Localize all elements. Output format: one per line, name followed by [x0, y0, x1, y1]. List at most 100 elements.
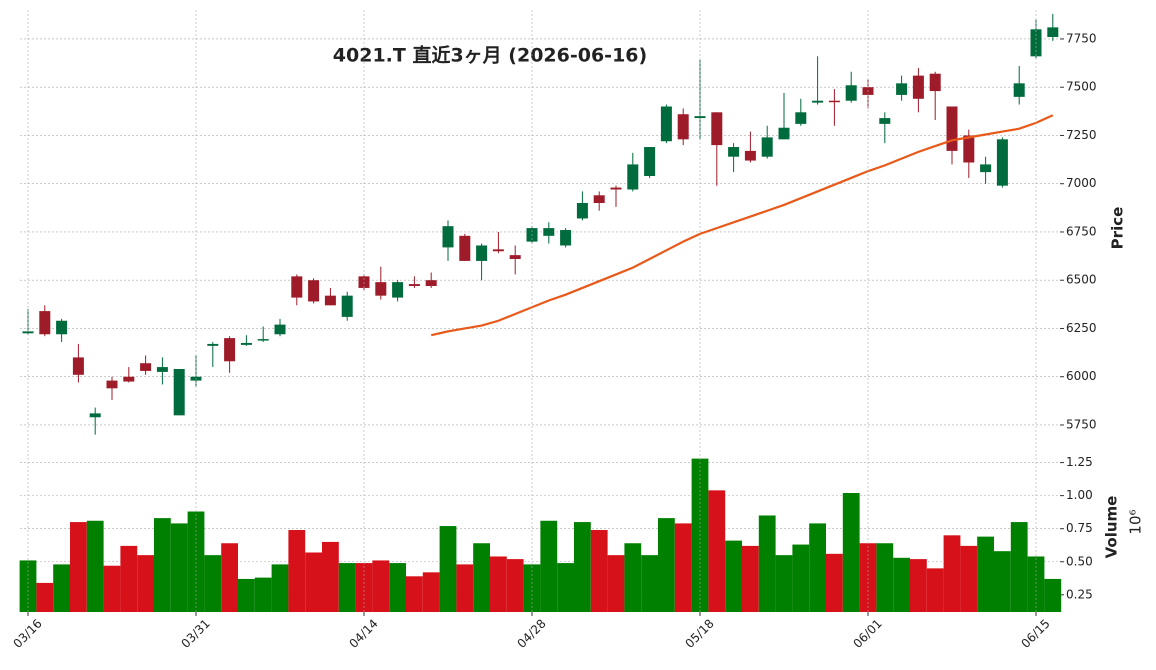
candle-body	[56, 320, 68, 335]
x-tick-label: 03/16	[10, 616, 44, 650]
candle-body	[610, 187, 622, 190]
volume-bar	[540, 520, 558, 612]
y-tick-label: 7000	[1066, 176, 1097, 190]
volume-bar	[792, 544, 810, 612]
volume-bar	[859, 543, 877, 612]
volume-bar	[36, 582, 54, 612]
y-tick-label: 6000	[1066, 369, 1097, 383]
volume-bar	[204, 555, 222, 612]
candle-body	[845, 85, 857, 101]
candle-body	[728, 147, 740, 157]
axis-multiplier: 10⁶	[1127, 509, 1145, 534]
volume-bar	[725, 540, 742, 612]
volume-bar	[574, 522, 591, 612]
candle-body	[946, 106, 958, 151]
volume-bar	[53, 564, 70, 612]
candle-body	[442, 226, 454, 248]
candle-body	[627, 164, 639, 190]
volume-bar	[154, 518, 171, 612]
volume-bar	[338, 563, 356, 612]
candle-body	[761, 137, 773, 157]
candle-body	[291, 276, 303, 298]
candle-body	[22, 331, 34, 334]
chart-title: 4021.T 直近3ヶ月 (2026-06-16)	[333, 44, 647, 67]
volume-bar	[708, 490, 726, 612]
volume-bar	[372, 560, 390, 612]
volume-bar	[422, 572, 440, 612]
candle-body	[912, 75, 924, 99]
candle-body	[560, 230, 572, 246]
volume-bar	[842, 492, 860, 612]
candle-body	[173, 369, 185, 416]
y-axis-label: Price	[1109, 207, 1127, 250]
candle-body	[425, 280, 437, 287]
volume-bar	[994, 551, 1011, 612]
candle-body	[459, 235, 471, 261]
candle-body	[207, 343, 219, 346]
volume-bar	[490, 556, 507, 612]
candle-body	[543, 228, 555, 236]
volume-bar	[590, 530, 608, 612]
volume-bar	[809, 523, 826, 612]
y-tick-label: 7500	[1066, 80, 1097, 94]
candle-body	[795, 112, 807, 124]
volume-bar	[943, 535, 961, 612]
candle-body	[711, 112, 723, 146]
x-tick-label: 03/31	[178, 616, 212, 650]
candle-body	[828, 100, 840, 103]
candle-body	[89, 413, 101, 418]
candle-body	[72, 357, 84, 375]
candle-body	[39, 311, 51, 335]
volume-bar	[170, 523, 188, 612]
volume-bar	[86, 520, 104, 612]
candle-body	[1047, 27, 1059, 38]
volume-bar	[758, 515, 776, 612]
volume-bar	[607, 555, 625, 612]
volume-bar	[70, 522, 87, 612]
volume-bar	[674, 523, 692, 612]
candle-body	[140, 363, 152, 371]
candle-body	[341, 295, 353, 317]
volume-bar	[322, 541, 339, 612]
candle-body	[324, 295, 336, 306]
volume-bar	[506, 559, 524, 612]
x-tick-label: 04/28	[514, 616, 548, 650]
volume-bar	[271, 564, 289, 612]
candle-body	[106, 380, 118, 389]
x-tick-label: 04/14	[346, 616, 380, 650]
volume-bar	[775, 555, 793, 612]
volume-bar	[439, 526, 457, 612]
x-tick-label: 05/18	[682, 616, 716, 650]
candle-body	[963, 135, 975, 163]
candle-body	[694, 116, 706, 119]
candle-body	[392, 282, 404, 298]
moving-average-line	[430, 114, 1054, 337]
volume-bar	[305, 552, 322, 612]
candle-body	[274, 324, 286, 335]
candle-body	[996, 139, 1008, 186]
volume-bar	[221, 543, 238, 612]
y-tick-label: 5750	[1066, 417, 1097, 431]
candle-body	[980, 164, 992, 173]
y-tick-label: 1.00	[1066, 488, 1093, 502]
candle-body	[476, 245, 488, 261]
volume-bar	[658, 518, 675, 612]
candle-body	[224, 338, 236, 362]
candle-body	[929, 73, 941, 92]
candle-body	[509, 255, 521, 259]
volume-bar	[456, 564, 474, 612]
y-axis-label: Volume	[1103, 496, 1121, 559]
candle-body	[257, 339, 269, 341]
volume-bar	[187, 511, 205, 612]
volume-bar	[389, 563, 406, 612]
volume-bar	[977, 536, 994, 612]
volume-bar	[742, 545, 759, 612]
candle-body	[123, 376, 135, 382]
candle-body	[240, 342, 252, 345]
volume-bar	[876, 543, 894, 612]
volume-bar	[893, 557, 910, 612]
candle-body	[576, 203, 588, 219]
volume-bar	[1010, 522, 1028, 612]
volume-bar	[120, 545, 138, 612]
